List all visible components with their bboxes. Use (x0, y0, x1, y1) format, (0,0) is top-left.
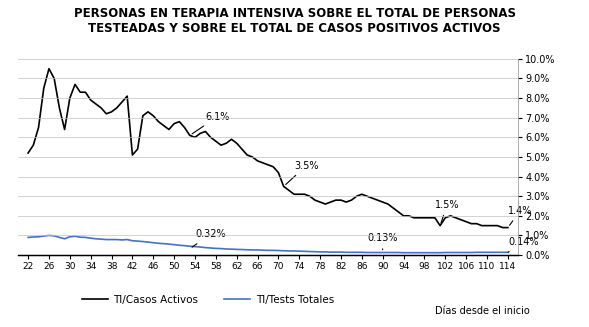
TI/Casos Activos (108, 110, 115, 114)
TI/Tests Totales (400, 251, 407, 255)
TI/Tests Totales (92, 237, 100, 241)
Text: Días desde el inicio: Días desde el inicio (435, 306, 530, 316)
TI/Casos Activos (363, 194, 370, 198)
TI/Casos Activos (25, 151, 32, 155)
TI/Casos Activos (504, 226, 511, 230)
TI/Casos Activos (92, 102, 100, 106)
Text: PERSONAS EN TERAPIA INTENSIVA SOBRE EL TOTAL DE PERSONAS
TESTEADAS Y SOBRE EL TO: PERSONAS EN TERAPIA INTENSIVA SOBRE EL T… (74, 7, 515, 35)
Line: TI/Tests Totales: TI/Tests Totales (28, 235, 508, 253)
TI/Tests Totales (108, 238, 115, 242)
TI/Tests Totales (45, 233, 52, 237)
Line: TI/Casos Activos: TI/Casos Activos (28, 69, 508, 228)
TI/Tests Totales (416, 251, 423, 255)
TI/Tests Totales (270, 249, 277, 252)
TI/Tests Totales (129, 239, 136, 243)
Text: 0.13%: 0.13% (367, 233, 398, 250)
Text: 6.1%: 6.1% (192, 112, 230, 134)
Text: 3.5%: 3.5% (286, 161, 319, 184)
TI/Tests Totales (504, 250, 511, 254)
Text: 1.5%: 1.5% (435, 200, 459, 223)
TI/Casos Activos (411, 216, 418, 220)
TI/Casos Activos (499, 226, 506, 230)
TI/Tests Totales (363, 250, 370, 254)
Legend: TI/Casos Activos, TI/Tests Totales: TI/Casos Activos, TI/Tests Totales (78, 290, 338, 309)
Text: 0.14%: 0.14% (508, 237, 538, 252)
TI/Casos Activos (129, 153, 136, 157)
Text: 1.4%: 1.4% (508, 206, 532, 225)
Text: 0.32%: 0.32% (192, 229, 226, 247)
TI/Casos Activos (270, 165, 277, 169)
TI/Tests Totales (25, 235, 32, 239)
TI/Casos Activos (45, 67, 52, 71)
